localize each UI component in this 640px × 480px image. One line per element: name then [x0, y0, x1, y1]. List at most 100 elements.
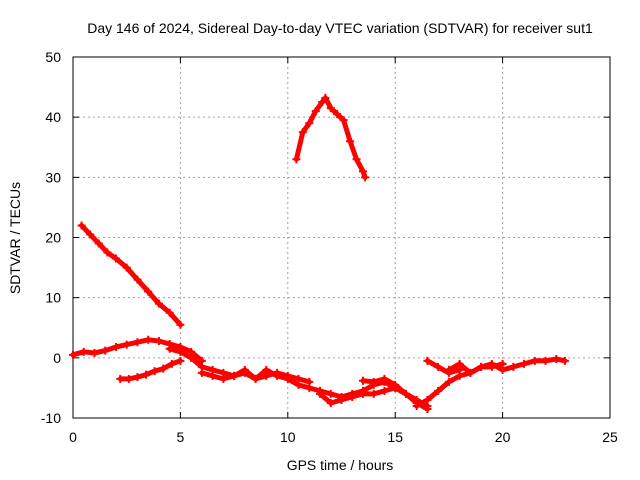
series-sat-b — [292, 93, 370, 182]
data-point — [358, 389, 367, 398]
data-point — [176, 347, 185, 356]
data-point — [444, 365, 453, 374]
data-point — [423, 356, 432, 365]
data-point — [348, 392, 357, 401]
data-point — [77, 221, 86, 230]
data-point — [477, 362, 486, 371]
data-point — [116, 374, 125, 383]
data-point — [369, 377, 378, 386]
data-point — [94, 239, 103, 248]
x-tick-label: 15 — [387, 429, 403, 445]
data-point — [560, 356, 569, 365]
data-point — [326, 389, 335, 398]
data-point — [133, 275, 142, 284]
data-point — [150, 367, 159, 376]
data-point — [86, 230, 95, 239]
data-point — [541, 356, 550, 365]
data-point — [455, 359, 464, 368]
data-point — [176, 356, 185, 365]
data-point — [111, 343, 120, 352]
data-point — [122, 263, 131, 272]
data-point — [292, 155, 301, 164]
data-point — [142, 370, 151, 379]
series-sat-c — [69, 335, 206, 365]
data-point — [154, 299, 163, 308]
data-point — [361, 173, 370, 182]
y-tick-label: 40 — [45, 109, 61, 125]
x-tick-label: 10 — [280, 429, 296, 445]
data-point — [187, 353, 196, 362]
data-point — [230, 371, 239, 380]
data-point — [167, 359, 176, 368]
data-point — [251, 374, 260, 383]
data-point — [79, 347, 88, 356]
data-point — [444, 377, 453, 386]
data-point — [552, 355, 561, 364]
data-point — [176, 320, 185, 329]
data-point — [498, 365, 507, 374]
data-point — [311, 107, 320, 116]
data-point — [316, 389, 325, 398]
data-point — [133, 338, 142, 347]
data-point — [165, 308, 174, 317]
data-point — [391, 380, 400, 389]
data-point — [90, 349, 99, 358]
y-tick-label: 0 — [53, 350, 61, 366]
data-point — [122, 340, 131, 349]
data-point — [159, 364, 168, 373]
data-point — [380, 386, 389, 395]
y-axis-label: SDTVAR / TECUs — [7, 182, 23, 294]
axis-ticks: 0 5 10 15 20 25 -10 0 10 20 30 40 50 — [41, 49, 618, 445]
data-point — [333, 110, 342, 119]
data-point — [69, 350, 77, 359]
data-point — [337, 395, 346, 404]
data-point — [103, 248, 112, 257]
data-point — [219, 374, 228, 383]
data-point — [423, 395, 432, 404]
data-point — [305, 119, 314, 128]
data-point — [133, 373, 142, 382]
data-point — [318, 98, 327, 107]
data-point — [530, 356, 539, 365]
data-point — [466, 368, 475, 377]
series-sat-k — [444, 355, 569, 377]
data-point — [339, 116, 348, 125]
data-point — [509, 362, 518, 371]
data-point — [298, 128, 307, 137]
data-point — [144, 335, 153, 344]
data-point — [321, 93, 330, 102]
data-point — [434, 362, 443, 371]
data-point — [369, 389, 378, 398]
data-point — [240, 368, 249, 377]
data-point — [358, 167, 367, 176]
y-tick-label: 30 — [45, 169, 61, 185]
data-point — [358, 376, 367, 385]
data-point — [154, 336, 163, 345]
data-points — [69, 93, 569, 413]
y-tick-label: 20 — [45, 230, 61, 246]
y-tick-label: 50 — [45, 49, 61, 65]
y-tick-label: -10 — [41, 410, 61, 426]
x-tick-label: 5 — [177, 429, 185, 445]
x-tick-label: 0 — [69, 429, 77, 445]
data-point — [208, 371, 217, 380]
data-point — [283, 374, 292, 383]
data-point — [294, 380, 303, 389]
data-point — [520, 359, 529, 368]
data-point — [273, 371, 282, 380]
data-point — [101, 346, 110, 355]
data-point — [197, 368, 206, 377]
data-point — [487, 359, 496, 368]
data-point — [262, 365, 271, 374]
data-point — [346, 137, 355, 146]
data-point — [380, 374, 389, 383]
data-point — [144, 287, 153, 296]
data-point — [165, 344, 174, 353]
x-tick-label: 20 — [495, 429, 511, 445]
series-sat-d — [116, 356, 185, 383]
data-point — [326, 104, 335, 113]
data-point — [124, 374, 133, 383]
y-tick-label: 10 — [45, 290, 61, 306]
